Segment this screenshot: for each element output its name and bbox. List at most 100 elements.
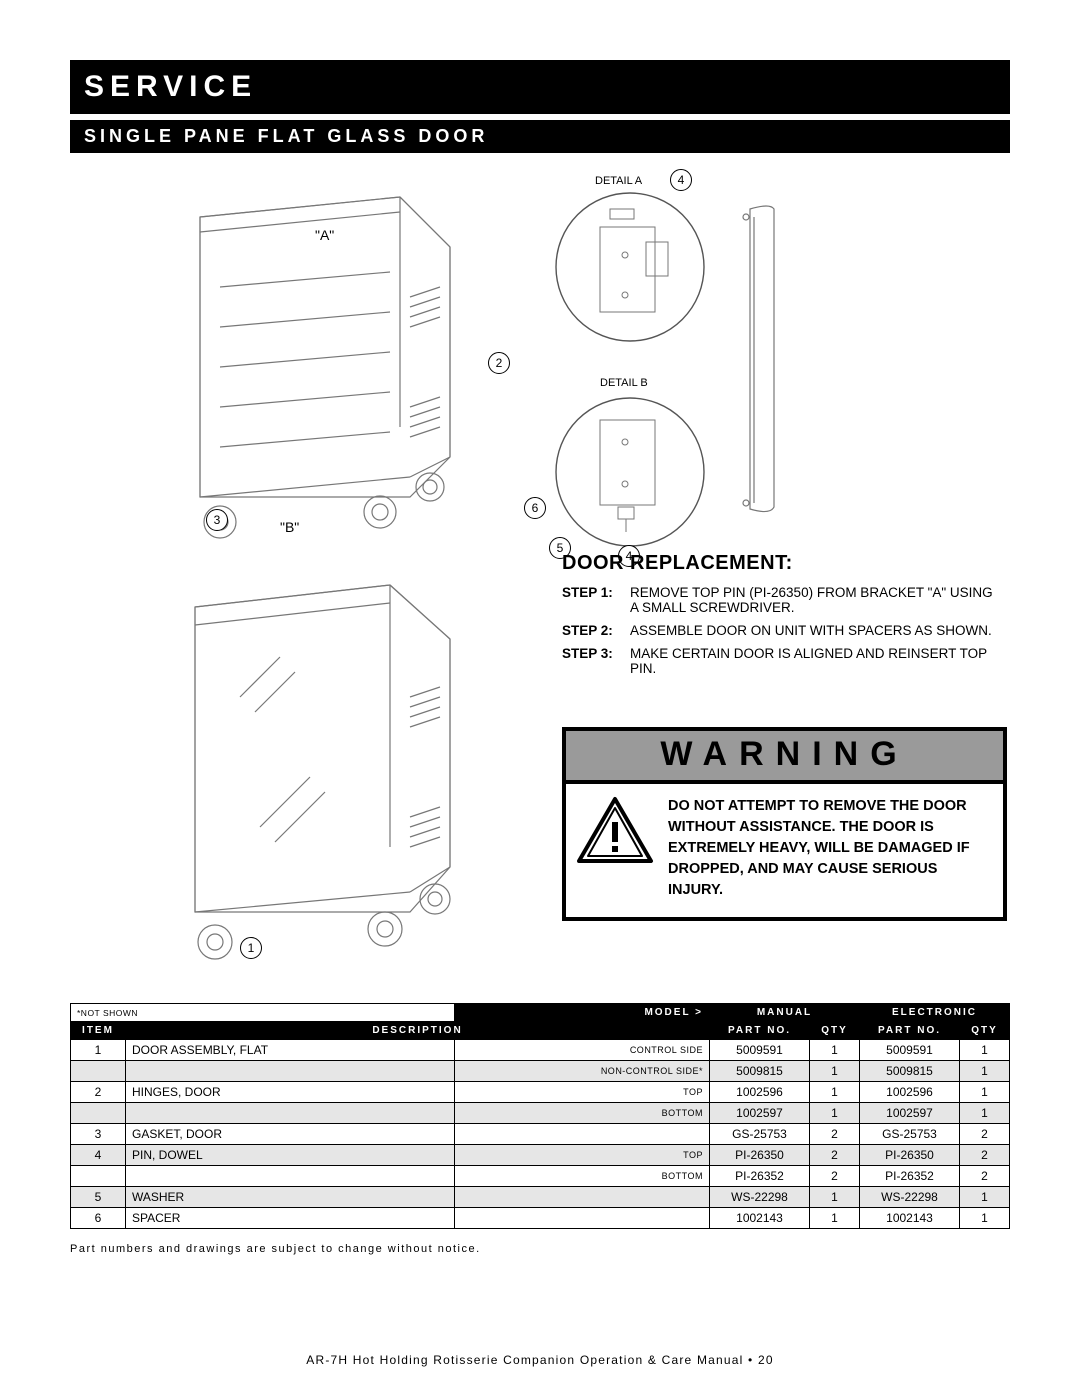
step1-label: STEP 1: xyxy=(562,585,630,615)
cell-manual-part: PI-26350 xyxy=(710,1145,810,1166)
cell-item: 2 xyxy=(71,1082,126,1103)
cell-manual-qty: 1 xyxy=(810,1103,860,1124)
table-row: BOTTOMPI-263522PI-263522 xyxy=(71,1166,1010,1187)
diagram-area: "A" "B" 2 3 DETAIL A 4 DETAIL B 6 5 4 xyxy=(70,167,1010,997)
cell-item: 6 xyxy=(71,1208,126,1229)
cell-item: 3 xyxy=(71,1124,126,1145)
not-shown-note: *NOT SHOWN xyxy=(71,1004,455,1022)
cabinet-closed-drawing xyxy=(110,567,490,987)
item-header: ITEM xyxy=(71,1022,126,1040)
cell-desc-left xyxy=(126,1061,455,1082)
page-footer: AR-7H Hot Holding Rotisserie Companion O… xyxy=(0,1353,1080,1367)
cell-electronic-qty: 2 xyxy=(960,1166,1010,1187)
cell-desc-right xyxy=(455,1124,710,1145)
cell-desc-left xyxy=(126,1166,455,1187)
cell-manual-part: 5009815 xyxy=(710,1061,810,1082)
label-b: "B" xyxy=(280,519,299,535)
electronic-part-header: PART NO. xyxy=(860,1022,960,1040)
table-row: 3GASKET, DOORGS-257532GS-257532 xyxy=(71,1124,1010,1145)
table-row: 6SPACER1002143110021431 xyxy=(71,1208,1010,1229)
table-row: BOTTOM1002597110025971 xyxy=(71,1103,1010,1124)
door-side-drawing xyxy=(730,197,790,527)
cell-manual-part: 1002596 xyxy=(710,1082,810,1103)
table-row: NON-CONTROL SIDE*5009815150098151 xyxy=(71,1061,1010,1082)
table-row: 1DOOR ASSEMBLY, FLATCONTROL SIDE50095911… xyxy=(71,1040,1010,1061)
cell-electronic-qty: 1 xyxy=(960,1061,1010,1082)
cell-electronic-part: 5009815 xyxy=(860,1061,960,1082)
cell-electronic-part: 1002143 xyxy=(860,1208,960,1229)
table-row: 2HINGES, DOORTOP1002596110025961 xyxy=(71,1082,1010,1103)
cell-electronic-part: PI-26350 xyxy=(860,1145,960,1166)
cell-electronic-qty: 2 xyxy=(960,1124,1010,1145)
model-header: MODEL > xyxy=(455,1004,710,1022)
cell-manual-qty: 1 xyxy=(810,1082,860,1103)
cell-desc-left: WASHER xyxy=(126,1187,455,1208)
callout-3: 3 xyxy=(206,509,228,531)
cell-electronic-qty: 1 xyxy=(960,1208,1010,1229)
instructions-title: DOOR REPLACEMENT: xyxy=(562,552,1002,575)
service-banner: SERVICE xyxy=(70,60,1010,114)
cell-manual-qty: 2 xyxy=(810,1124,860,1145)
cell-desc-left: PIN, DOWEL xyxy=(126,1145,455,1166)
instructions-block: DOOR REPLACEMENT: STEP 1: REMOVE TOP PIN… xyxy=(562,552,1002,684)
cell-manual-part: 5009591 xyxy=(710,1040,810,1061)
cell-desc-left: SPACER xyxy=(126,1208,455,1229)
callout-6: 6 xyxy=(524,497,546,519)
cell-desc-right: BOTTOM xyxy=(455,1166,710,1187)
table-row: 4PIN, DOWELTOPPI-263502PI-263502 xyxy=(71,1145,1010,1166)
cell-desc-right: NON-CONTROL SIDE* xyxy=(455,1061,710,1082)
step3-label: STEP 3: xyxy=(562,646,630,676)
detail-b-label: DETAIL B xyxy=(600,377,648,389)
cell-desc-right xyxy=(455,1208,710,1229)
cell-electronic-qty: 1 xyxy=(960,1040,1010,1061)
cell-electronic-qty: 1 xyxy=(960,1082,1010,1103)
cell-manual-part: WS-22298 xyxy=(710,1187,810,1208)
detail-a-label: DETAIL A xyxy=(595,175,642,187)
section-banner: SINGLE PANE FLAT GLASS DOOR xyxy=(70,120,1010,153)
cell-electronic-part: WS-22298 xyxy=(860,1187,960,1208)
detail-b-drawing xyxy=(550,392,710,552)
cell-manual-part: GS-25753 xyxy=(710,1124,810,1145)
warning-text: DO NOT ATTEMPT TO REMOVE THE DOOR WITHOU… xyxy=(668,796,989,901)
step1-text: REMOVE TOP PIN (PI-26350) FROM BRACKET "… xyxy=(630,585,1002,615)
label-a: "A" xyxy=(315,227,334,243)
manual-header: MANUAL xyxy=(710,1004,860,1022)
step2-label: STEP 2: xyxy=(562,623,630,638)
detail-a-drawing xyxy=(550,187,710,347)
cell-manual-qty: 1 xyxy=(810,1061,860,1082)
cell-electronic-part: PI-26352 xyxy=(860,1166,960,1187)
cell-item xyxy=(71,1103,126,1124)
cell-electronic-part: 1002596 xyxy=(860,1082,960,1103)
parts-table: *NOT SHOWN MODEL > MANUAL ELECTRONIC ITE… xyxy=(70,1003,1010,1229)
cell-desc-left xyxy=(126,1103,455,1124)
cell-desc-left: DOOR ASSEMBLY, FLAT xyxy=(126,1040,455,1061)
cell-electronic-part: 5009591 xyxy=(860,1040,960,1061)
cell-manual-part: PI-26352 xyxy=(710,1166,810,1187)
cell-item xyxy=(71,1166,126,1187)
electronic-header: ELECTRONIC xyxy=(860,1004,1010,1022)
cabinet-open-drawing xyxy=(110,177,490,557)
cell-electronic-qty: 1 xyxy=(960,1187,1010,1208)
cell-item: 5 xyxy=(71,1187,126,1208)
warning-icon xyxy=(576,796,654,866)
electronic-qty-header: QTY xyxy=(960,1022,1010,1040)
table-row: 5WASHERWS-222981WS-222981 xyxy=(71,1187,1010,1208)
cell-electronic-part: 1002597 xyxy=(860,1103,960,1124)
cell-manual-part: 1002143 xyxy=(710,1208,810,1229)
cell-manual-part: 1002597 xyxy=(710,1103,810,1124)
cell-manual-qty: 2 xyxy=(810,1145,860,1166)
manual-qty-header: QTY xyxy=(810,1022,860,1040)
cell-manual-qty: 1 xyxy=(810,1208,860,1229)
change-notice: Part numbers and drawings are subject to… xyxy=(70,1243,1010,1255)
cell-item: 4 xyxy=(71,1145,126,1166)
step2-text: ASSEMBLE DOOR ON UNIT WITH SPACERS AS SH… xyxy=(630,623,1002,638)
cell-manual-qty: 1 xyxy=(810,1187,860,1208)
cell-electronic-qty: 1 xyxy=(960,1103,1010,1124)
cell-desc-left: GASKET, DOOR xyxy=(126,1124,455,1145)
cell-manual-qty: 2 xyxy=(810,1166,860,1187)
cell-manual-qty: 1 xyxy=(810,1040,860,1061)
warning-head: WARNING xyxy=(566,731,1003,784)
cell-electronic-part: GS-25753 xyxy=(860,1124,960,1145)
step3-text: MAKE CERTAIN DOOR IS ALIGNED AND REINSER… xyxy=(630,646,1002,676)
cell-desc-left: HINGES, DOOR xyxy=(126,1082,455,1103)
